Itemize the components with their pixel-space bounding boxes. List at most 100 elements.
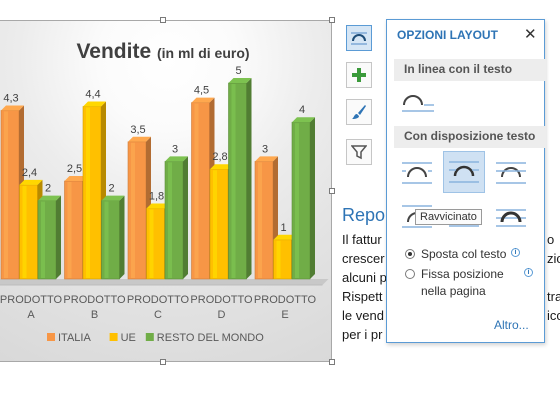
fix-position-label-line1[interactable]: Fissa posizione [421,267,504,281]
chart-bar [146,208,165,280]
chart-object[interactable]: Vendite (in ml di euro) 4,3 2,4 2 PRODOTTO A 2… [0,20,332,362]
section-wrap-header: Con disposizione testo [394,126,546,148]
chart-elements-button[interactable] [346,62,372,88]
chart-bar-top [273,234,297,240]
move-with-text-label[interactable]: Sposta col testo [421,247,507,261]
chart-data-label: 4,3 [3,92,18,104]
chart-bar [164,161,184,280]
chart-legend-label: UE [121,332,136,344]
chart-bar [291,121,311,280]
info-icon[interactable]: i [524,268,533,277]
chart-data-label: 1 [280,222,286,234]
chart-bar-top [1,105,24,111]
chart-data-label: 4,4 [85,89,100,101]
chart-bar [37,200,57,280]
chart-bar-highlight [149,209,154,278]
resize-handle-middle-right[interactable] [329,188,335,194]
chart-bar-highlight [86,107,90,279]
chart-category-label: PRODOTTO [0,294,63,306]
chart-data-label: 2 [108,183,114,195]
chart-filters-button[interactable] [346,139,372,165]
chart-bar-top [255,156,278,162]
section-inline-header: In linea con il testo [394,59,546,81]
close-icon[interactable]: ✕ [524,26,537,43]
chart-bar-highlight [295,123,299,278]
chart-bar [0,110,20,280]
wrap-through-option[interactable] [493,155,529,191]
chart-category-label: E [281,309,288,321]
fix-position-radio[interactable] [405,269,415,279]
chart-bar-highlight [168,162,172,278]
more-options-link[interactable]: Altro... [494,318,529,332]
info-icon[interactable]: i [511,248,520,257]
fix-position-label-line2[interactable]: nella pagina [421,284,486,298]
resize-handle-bottom-right[interactable] [329,359,335,365]
chart-bar-highlight [194,103,199,278]
chart-bar-top [64,176,88,181]
wrap-inline-option[interactable] [399,84,435,120]
resize-handle-bottom-middle[interactable] [160,359,166,365]
document-line: crescer [342,251,385,266]
chart-legend-label: ITALIA [58,332,91,344]
chart-bar-highlight [213,170,217,278]
chart-bar-highlight [276,240,281,278]
chart-bar [273,239,292,280]
chart-bar [191,102,210,280]
wrap-tight-option[interactable] [443,151,485,193]
wrap-in-front-option[interactable] [493,198,529,234]
chart-bar-top [38,195,61,201]
chart-styles-button[interactable] [346,99,372,125]
chart-bar-highlight [4,111,8,278]
document-line: per i pr [342,327,383,342]
chart-data-label: 2 [45,183,51,195]
chart-bar-side [246,78,252,279]
chart-category-label: A [27,309,35,321]
chart-elements-icon [352,68,366,82]
chart-bar [82,106,102,280]
document-line: alcuni p [342,270,387,285]
document-line-fragment: zio [547,251,560,266]
wrap-tight-icon [449,161,479,183]
chart-bar-side [310,117,315,279]
chart-bar-top [292,117,315,123]
chart-category-label: PRODOTTO [127,294,190,306]
chart-bar-highlight [231,84,236,278]
chart-bar [127,141,147,280]
chart-category-label: PRODOTTO [63,294,126,306]
chart-bar [228,82,247,280]
resize-handle-top-middle[interactable] [160,17,166,23]
chart-bar-top [191,97,215,103]
resize-handle-top-right[interactable] [329,17,335,23]
chart-data-label: 4,5 [194,85,209,97]
chart-legend-swatch [47,333,55,341]
chart-legend-label: RESTO DEL MONDO [157,332,264,344]
chart-styles-icon [352,105,366,119]
chart-data-label: 2,4 [22,167,37,179]
chart-data-label: 1,8 [149,190,164,202]
chart-category-label: D [218,309,226,321]
chart-title: Vendite (in ml di euro) [76,40,249,63]
chart-bar [254,161,274,280]
layout-options-button[interactable] [346,25,372,51]
chart-data-label: 3,5 [130,124,145,136]
document-line: Rispett [342,289,383,304]
wrap-square-icon [402,162,432,184]
chart-category-label: PRODOTTO [254,294,317,306]
wrap-square-option[interactable] [399,155,435,191]
wrap-in-front-icon [496,209,526,227]
chart-floor [0,279,329,285]
layout-options-panel: OPZIONI LAYOUT ✕ In linea con il testo C… [386,19,546,343]
chart-data-label: 2,8 [212,151,227,163]
wrap-through-icon [496,162,526,184]
document-line-fragment: o [547,232,555,247]
chart-bar-top [19,179,43,185]
chart-data-label: 3 [262,143,268,155]
chart-bar [101,200,120,280]
chart-bar-top [83,101,106,107]
chart-data-label: 3 [172,143,178,155]
chart-bar-top [165,156,188,162]
document-line: Il fattur [342,232,382,247]
move-with-text-radio[interactable] [405,249,415,259]
chart-bar-highlight [104,201,109,278]
chart-bar-top [210,164,233,170]
